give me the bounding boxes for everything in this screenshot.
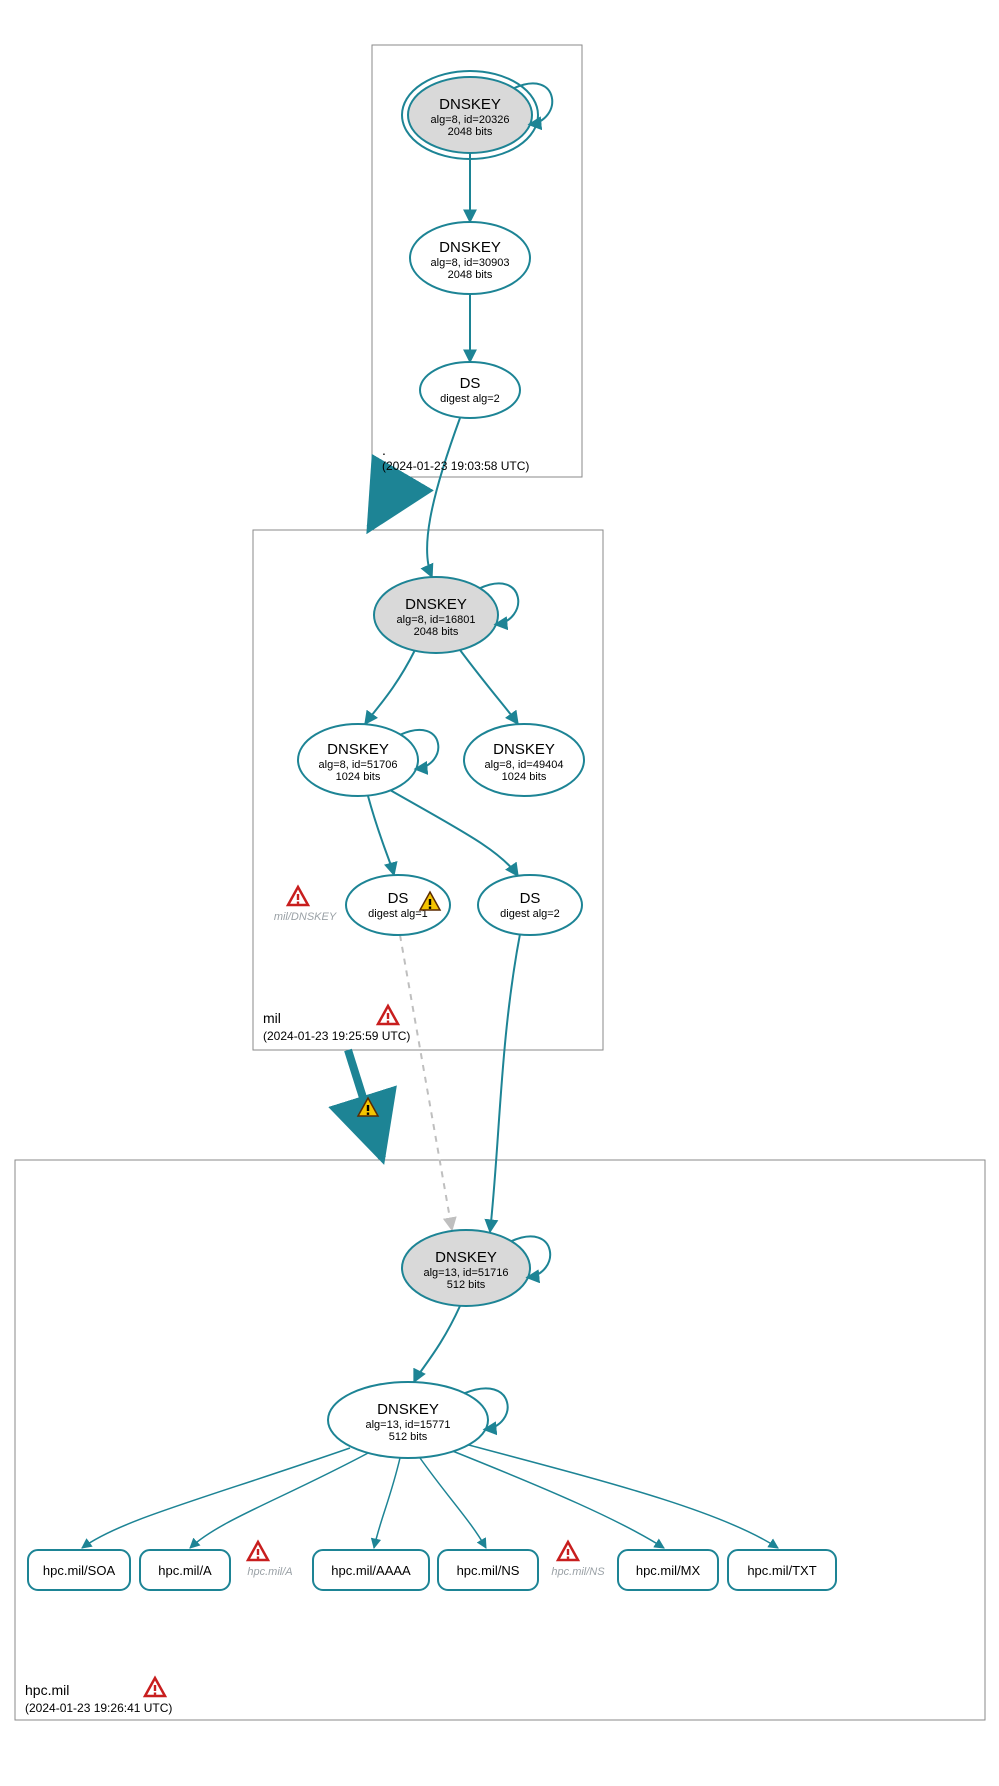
node-mil_ksk-title: DNSKEY xyxy=(405,596,467,613)
node-root_zsk-title: DNSKEY xyxy=(439,239,501,256)
node-root_ksk-title: DNSKEY xyxy=(439,96,501,113)
node-root_ds-title: DS xyxy=(460,375,481,392)
edge-zsk-soa xyxy=(82,1448,350,1548)
node-mil_ds2-line1: digest alg=2 xyxy=(500,908,560,920)
record-soa-label: hpc.mil/SOA xyxy=(43,1563,116,1578)
record-aaaa-label: hpc.mil/AAAA xyxy=(331,1563,411,1578)
node-hpc_zsk-title: DNSKEY xyxy=(377,1401,439,1418)
node-root_ds-line1: digest alg=2 xyxy=(440,393,500,405)
zone-mil-ts: (2024-01-23 19:25:59 UTC) xyxy=(263,1029,410,1043)
record-ns: hpc.mil/NS xyxy=(438,1550,538,1590)
node-root_zsk-line2: 2048 bits xyxy=(448,269,493,281)
phantom-hpc_a: hpc.mil/A xyxy=(247,1566,292,1578)
record-mx-label: hpc.mil/MX xyxy=(636,1563,701,1578)
node-root_zsk-line1: alg=8, id=30903 xyxy=(431,257,510,269)
node-root_zsk: DNSKEYalg=8, id=309032048 bits xyxy=(410,222,530,294)
node-mil_zsk-title: DNSKEY xyxy=(327,741,389,758)
node-mil_ds2: DSdigest alg=2 xyxy=(478,875,582,935)
edge-zsk-txt xyxy=(465,1444,778,1548)
phantom-hpc_ns: hpc.mil/NS xyxy=(551,1566,605,1578)
edge-milzsk-ds2 xyxy=(390,790,518,876)
zone-root-label: . xyxy=(382,442,386,458)
zone-mil-label: mil xyxy=(263,1010,281,1026)
phantom-mil_dnskey: mil/DNSKEY xyxy=(274,911,337,923)
node-mil_zsk-line1: alg=8, id=51706 xyxy=(319,759,398,771)
node-mil_zsk2-title: DNSKEY xyxy=(493,741,555,758)
record-txt-label: hpc.mil/TXT xyxy=(747,1563,816,1578)
edge-ds2-hpcksk xyxy=(490,934,520,1232)
edge-zsk-ns xyxy=(420,1458,486,1548)
edge-delegation-root-mil xyxy=(370,477,400,528)
node-mil_zsk: DNSKEYalg=8, id=517061024 bits xyxy=(298,724,438,796)
node-hpc_ksk: DNSKEYalg=13, id=51716512 bits xyxy=(402,1230,550,1306)
edges xyxy=(82,153,778,1548)
node-mil_ds1-title: DS xyxy=(388,890,409,907)
node-mil_ds2-title: DS xyxy=(520,890,541,907)
node-hpc_zsk: DNSKEYalg=13, id=15771512 bits xyxy=(328,1382,508,1458)
error-icon xyxy=(248,1542,268,1560)
dnssec-diagram: DNSKEYalg=8, id=203262048 bitsDNSKEYalg=… xyxy=(0,0,999,1786)
record-a: hpc.mil/A xyxy=(140,1550,230,1590)
edge-zsk-mx xyxy=(450,1450,664,1548)
error-icon xyxy=(288,887,308,905)
record-ns-label: hpc.mil/NS xyxy=(457,1563,520,1578)
zone-hpc-label: hpc.mil xyxy=(25,1682,69,1698)
node-mil_ksk: DNSKEYalg=8, id=168012048 bits xyxy=(374,577,518,653)
node-mil_zsk-line2: 1024 bits xyxy=(336,771,381,783)
edge-milksk-milzsk xyxy=(365,650,415,724)
record-mx: hpc.mil/MX xyxy=(618,1550,718,1590)
record-aaaa: hpc.mil/AAAA xyxy=(313,1550,429,1590)
record-txt: hpc.mil/TXT xyxy=(728,1550,836,1590)
node-hpc_ksk-line2: 512 bits xyxy=(447,1279,486,1291)
node-mil_ksk-line2: 2048 bits xyxy=(414,626,459,638)
edge-zsk-aaaa xyxy=(374,1458,400,1548)
edge-milksk-milzsk2 xyxy=(460,650,518,724)
edge-ds1-hpcksk xyxy=(400,935,452,1230)
node-hpc_zsk-line2: 512 bits xyxy=(389,1431,428,1443)
node-mil_ksk-line1: alg=8, id=16801 xyxy=(397,614,476,626)
zone-root-ts: (2024-01-23 19:03:58 UTC) xyxy=(382,459,529,473)
node-mil_zsk2: DNSKEYalg=8, id=494041024 bits xyxy=(464,724,584,796)
error-icon xyxy=(558,1542,578,1560)
node-root_ksk-line2: 2048 bits xyxy=(448,126,493,138)
edge-rootds-milksk xyxy=(427,418,460,577)
node-hpc_ksk-line1: alg=13, id=51716 xyxy=(423,1267,508,1279)
node-root_ksk-line1: alg=8, id=20326 xyxy=(431,114,510,126)
record-soa: hpc.mil/SOA xyxy=(28,1550,130,1590)
record-a-label: hpc.mil/A xyxy=(158,1563,212,1578)
node-mil_zsk2-line2: 1024 bits xyxy=(502,771,547,783)
error-icon xyxy=(145,1678,165,1696)
error-icon xyxy=(378,1006,398,1024)
node-mil_zsk2-line1: alg=8, id=49404 xyxy=(485,759,564,771)
node-root_ksk: DNSKEYalg=8, id=203262048 bits xyxy=(402,71,552,159)
edge-zsk-a xyxy=(190,1452,370,1548)
node-hpc_zsk-line1: alg=13, id=15771 xyxy=(365,1419,450,1431)
node-mil_ds1-line1: digest alg=1 xyxy=(368,908,428,920)
edge-milzsk-ds1 xyxy=(368,796,394,875)
node-hpc_ksk-title: DNSKEY xyxy=(435,1249,497,1266)
edge-hpcksk-hpczsk xyxy=(414,1306,460,1382)
zone-hpc-ts: (2024-01-23 19:26:41 UTC) xyxy=(25,1701,172,1715)
node-root_ds: DSdigest alg=2 xyxy=(420,362,520,418)
